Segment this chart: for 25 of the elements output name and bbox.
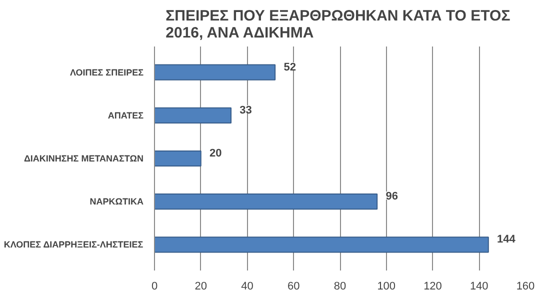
bar <box>154 107 232 124</box>
x-tick-label: 0 <box>151 280 158 292</box>
x-tick-label: 40 <box>241 280 254 292</box>
x-tick-label: 120 <box>424 280 442 292</box>
x-tick-label: 60 <box>288 280 300 292</box>
data-label: 52 <box>284 61 296 74</box>
data-label: 33 <box>240 104 252 116</box>
y-tick-label: ΚΛΟΠΕΣ ΔΙΑΡΡΗΞΕΙΣ-ΛΗΣΤΕΙΕΣ <box>4 240 144 250</box>
y-tick-label: ΔΙΑΚΙΝΗΣΗΣ ΜΕΤΑΝΑΣΤΩΝ <box>24 154 144 164</box>
x-tick-label: 160 <box>516 280 535 292</box>
bar <box>154 194 378 210</box>
y-tick-label: ΛΟΙΠΕΣ ΣΠΕΙΡΕΣ <box>70 67 144 78</box>
data-label: 144 <box>497 234 516 246</box>
bar <box>154 236 489 253</box>
bar <box>154 150 202 167</box>
x-tick-label: 80 <box>334 280 346 292</box>
x-tick-label: 100 <box>377 280 396 292</box>
x-tick-label: 20 <box>194 280 208 292</box>
y-tick-label: ΝΑΡΚΩΤΙΚΑ <box>90 196 144 207</box>
data-label: 96 <box>386 190 398 203</box>
x-tick-label: 140 <box>470 280 488 292</box>
y-tick-label: ΑΠΑΤΕΣ <box>108 110 144 120</box>
data-label: 20 <box>210 148 222 160</box>
bar <box>154 64 276 80</box>
chart-title: ΣΠΕΙΡΕΣ ΠΟΥ ΕΞΑΡΘΡΩΘΗΚΑΝ ΚΑΤΑ ΤΟ ΕΤΟΣ 2016, ΑΝΑ ΑΔΙΚΗΜΑ <box>166 8 510 42</box>
